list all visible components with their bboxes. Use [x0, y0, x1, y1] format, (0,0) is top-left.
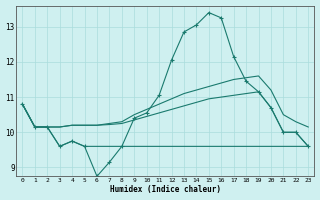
X-axis label: Humidex (Indice chaleur): Humidex (Indice chaleur) — [110, 185, 221, 194]
